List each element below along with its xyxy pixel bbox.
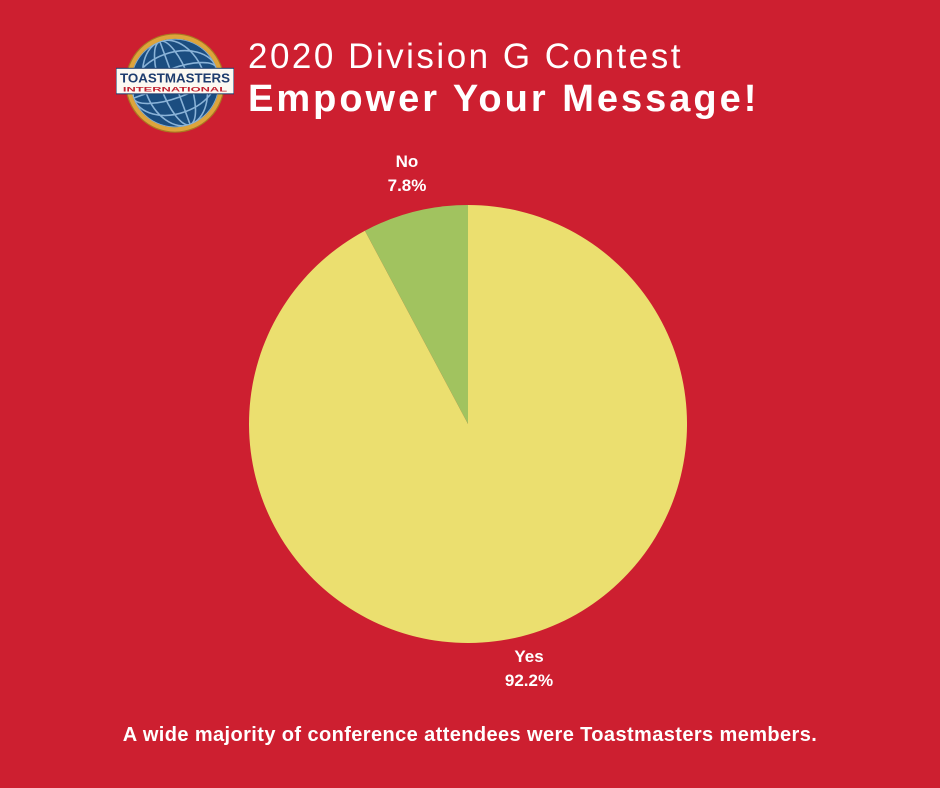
pie-slice-yes (249, 205, 687, 643)
pie-label-yes-percent: 92.2% (504, 671, 554, 690)
pie-label-yes-name: Yes (514, 647, 544, 666)
pie-label-no: No 7.8% (388, 150, 427, 198)
page-title: 2020 Division G Contest (248, 37, 683, 76)
toastmasters-logo: TOASTMASTERS INTERNATIONAL (116, 33, 234, 133)
pie-slice-no (364, 205, 468, 424)
pie-label-no-name: No (395, 152, 419, 171)
logo-banner-line1: TOASTMASTERS (120, 71, 231, 86)
chart-caption: A wide majority of conference attendees … (122, 724, 818, 746)
pie-label-yes: Yes 92.2% (505, 645, 553, 693)
logo-banner-line2: INTERNATIONAL (123, 86, 227, 93)
header: 2020 Division G Contest Empower Your Mes… (248, 36, 759, 120)
page-subtitle: Empower Your Message! (248, 78, 760, 120)
pie-chart (249, 205, 687, 643)
logo-banner: TOASTMASTERS INTERNATIONAL (116, 67, 234, 95)
pie-label-no-percent: 7.8% (387, 176, 427, 195)
